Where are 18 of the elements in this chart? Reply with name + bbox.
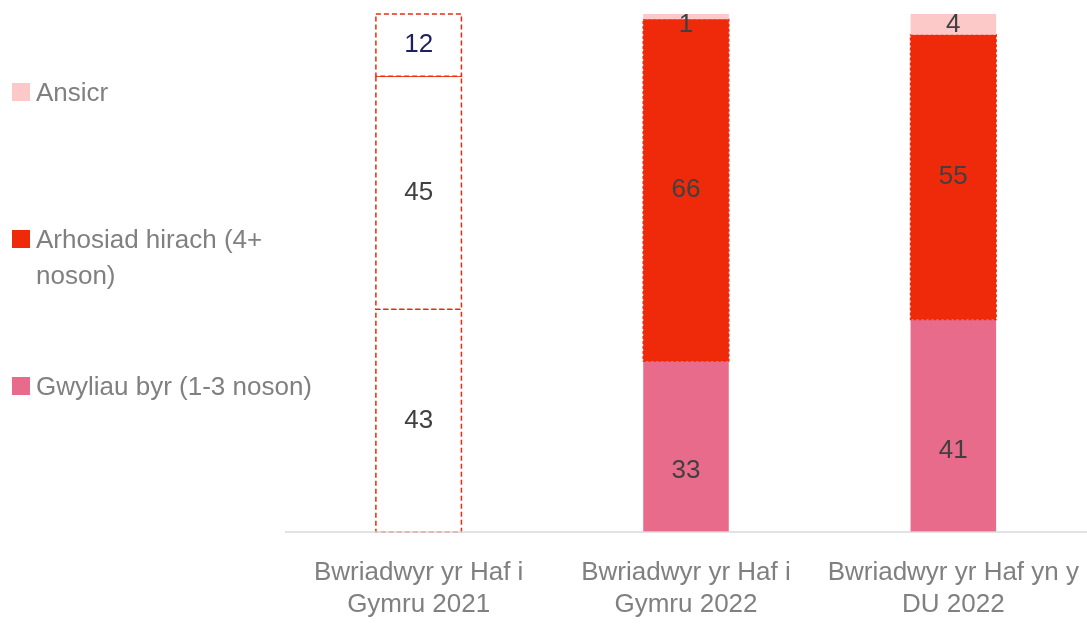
x-tick-label: Bwriadwyr yr Haf i Gymru 2021 bbox=[313, 556, 524, 618]
data-label: 55 bbox=[938, 160, 968, 191]
legend-label: Gwyliau byr (1-3 noson) bbox=[36, 371, 312, 401]
data-label: 43 bbox=[404, 403, 434, 434]
legend-label: Ansicr bbox=[36, 77, 109, 107]
legend-label: Arhosiad hirach (4+ noson) bbox=[36, 224, 263, 290]
x-tick-label: Bwriadwyr yr Haf i Gymru 2022 bbox=[581, 556, 791, 618]
bar bbox=[909, 33, 997, 321]
data-label: 12 bbox=[404, 27, 434, 58]
x-tick-label: Bwriadwyr yr Haf yn y DU 2022 bbox=[827, 556, 1080, 618]
bar bbox=[643, 361, 729, 532]
data-label: 33 bbox=[671, 454, 701, 485]
data-label: 41 bbox=[938, 433, 968, 464]
bar bbox=[910, 319, 997, 532]
data-label: 45 bbox=[404, 175, 434, 206]
bar bbox=[910, 14, 997, 35]
data-label: 66 bbox=[671, 172, 701, 203]
data-label: 4 bbox=[946, 7, 961, 38]
